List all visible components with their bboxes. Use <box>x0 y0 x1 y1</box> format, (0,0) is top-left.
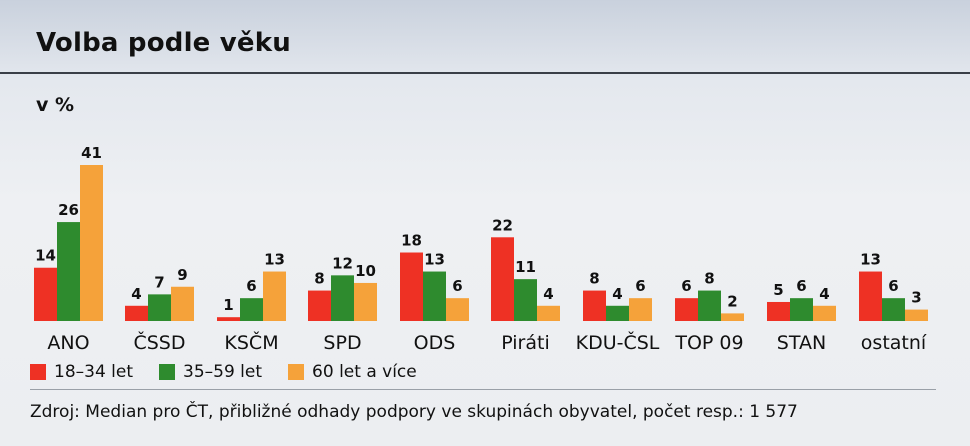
data-label-ods-series-3: 6 <box>452 277 462 295</box>
bar-kscm-series-3 <box>263 271 286 321</box>
bar-ods-series-2 <box>423 271 446 321</box>
bar-top-09-series-2 <box>698 290 721 321</box>
bar-top-09-series-3 <box>721 313 744 321</box>
legend-label-60-plus: 60 let a více <box>312 362 417 382</box>
bar-cssd-series-3 <box>171 286 194 321</box>
category-label-cssd: ČSSD <box>133 330 185 354</box>
bar-kscm-series-2 <box>240 298 263 321</box>
bar-ano-series-3 <box>80 165 103 321</box>
data-label-ostatni-series-1: 13 <box>860 251 881 269</box>
data-label-ano-series-1: 14 <box>35 247 56 265</box>
bar-ostatni-series-1 <box>859 271 882 321</box>
bar-kscm-series-1 <box>217 317 240 321</box>
bar-ods-series-3 <box>446 298 469 321</box>
bar-cssd-series-1 <box>125 305 148 321</box>
data-label-cssd-series-1: 4 <box>131 285 141 303</box>
legend-label-18-34: 18–34 let <box>54 362 134 382</box>
bar-cssd-series-2 <box>148 294 171 321</box>
legend-swatch-60-plus <box>288 364 305 380</box>
data-label-ods-series-2: 13 <box>424 251 445 269</box>
category-label-kdu-csl: KDU-ČSL <box>576 330 660 354</box>
bar-spd-series-1 <box>308 290 331 321</box>
bar-stan-series-2 <box>790 298 813 321</box>
bar-pirati-series-1 <box>491 237 514 321</box>
bar-stan-series-3 <box>813 305 836 321</box>
bar-kdu-csl-series-1 <box>583 290 606 321</box>
data-label-spd-series-2: 12 <box>332 254 353 272</box>
data-label-cssd-series-2: 7 <box>154 273 164 291</box>
source-note: Zdroj: Median pro ČT, přibližné odhady p… <box>30 402 798 422</box>
data-label-ods-series-1: 18 <box>401 232 422 250</box>
data-label-ostatni-series-3: 3 <box>911 289 921 307</box>
legend-swatch-18-34 <box>30 364 46 380</box>
category-label-ods: ODS <box>414 332 456 354</box>
bar-spd-series-3 <box>354 282 377 321</box>
bar-ano-series-2 <box>57 222 80 321</box>
data-label-stan-series-1: 5 <box>773 281 783 299</box>
bar-ostatni-series-3 <box>905 309 928 321</box>
bar-spd-series-2 <box>331 275 354 321</box>
data-label-pirati-series-2: 11 <box>515 258 536 276</box>
bar-stan-series-1 <box>767 301 790 321</box>
data-label-stan-series-2: 6 <box>796 277 806 295</box>
data-label-kscm-series-1: 1 <box>223 296 233 314</box>
category-label-pirati: Piráti <box>501 332 550 354</box>
data-label-top-09-series-1: 6 <box>681 277 691 295</box>
bar-ods-series-1 <box>400 252 423 321</box>
data-label-kscm-series-3: 13 <box>264 251 285 269</box>
data-label-kdu-csl-series-3: 6 <box>635 277 645 295</box>
data-label-ano-series-2: 26 <box>58 201 79 219</box>
legend-label-35-59: 35–59 let <box>183 362 263 382</box>
bar-ano-series-1 <box>34 267 57 321</box>
category-label-stan: STAN <box>777 332 826 354</box>
bar-ostatni-series-2 <box>882 298 905 321</box>
bar-kdu-csl-series-3 <box>629 298 652 321</box>
data-label-spd-series-1: 8 <box>314 270 324 288</box>
unit-label: v % <box>36 94 75 116</box>
data-label-top-09-series-3: 2 <box>727 292 737 310</box>
data-label-cssd-series-3: 9 <box>177 266 187 284</box>
data-label-kdu-csl-series-2: 4 <box>612 285 622 303</box>
data-label-kscm-series-2: 6 <box>246 277 256 295</box>
source-divider <box>30 389 936 390</box>
legend-item-60-plus: 60 let a více <box>288 362 417 382</box>
data-label-ano-series-3: 41 <box>81 144 102 162</box>
data-label-top-09-series-2: 8 <box>704 270 714 288</box>
bar-pirati-series-3 <box>537 305 560 321</box>
category-label-ano: ANO <box>47 332 89 354</box>
bar-top-09-series-1 <box>675 298 698 321</box>
category-label-top-09: TOP 09 <box>674 332 743 354</box>
category-label-kscm: KSČM <box>224 330 278 354</box>
data-label-pirati-series-1: 22 <box>492 216 513 234</box>
legend: 18–34 let 35–59 let 60 let a více <box>30 362 417 382</box>
category-label-ostatni: ostatní <box>861 332 927 354</box>
legend-item-35-59: 35–59 let <box>159 362 262 382</box>
data-label-pirati-series-3: 4 <box>543 285 553 303</box>
bar-kdu-csl-series-2 <box>606 305 629 321</box>
data-label-ostatni-series-2: 6 <box>888 277 898 295</box>
legend-swatch-35-59 <box>159 364 176 380</box>
chart-title: Volba podle věku <box>36 28 291 58</box>
data-label-spd-series-3: 10 <box>355 262 376 280</box>
title-divider <box>0 72 970 74</box>
category-label-spd: SPD <box>323 332 361 354</box>
bar-pirati-series-2 <box>514 279 537 321</box>
data-label-stan-series-3: 4 <box>819 285 829 303</box>
data-label-kdu-csl-series-1: 8 <box>589 270 599 288</box>
legend-item-18-34: 18–34 let <box>30 362 133 382</box>
